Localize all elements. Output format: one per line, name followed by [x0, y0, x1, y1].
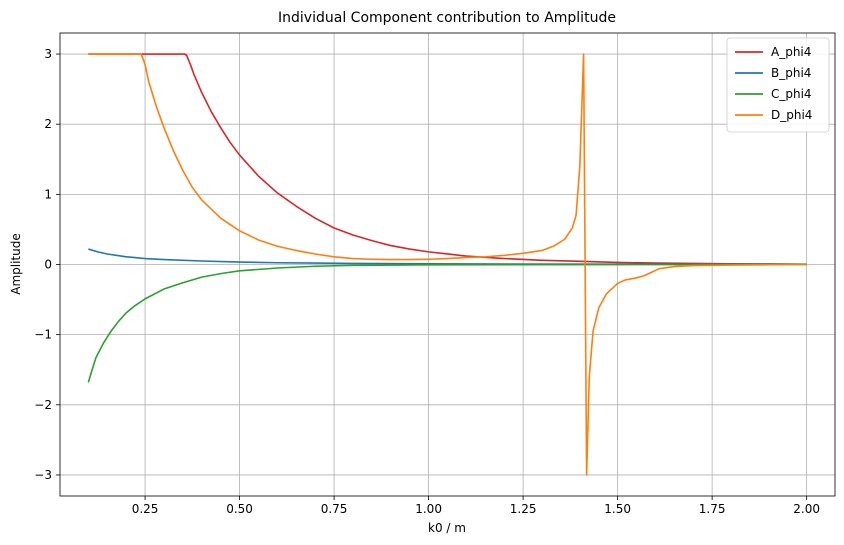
legend-label-D_phi4: D_phi4	[771, 108, 812, 122]
y-axis-label: Amplitude	[9, 233, 23, 295]
series-line-C_phi4	[87, 263, 807, 383]
x-tick-label-6: 1.75	[699, 502, 726, 516]
legend-label-A_phi4: A_phi4	[771, 45, 811, 59]
x-axis-label: k0 / m	[428, 521, 466, 535]
x-axis: 0.25 0.50 0.75 1.00 1.25 1.50 1.75 2.00	[132, 496, 820, 516]
y-tick-label-2: −1	[34, 328, 52, 342]
x-tick-label-7: 2.00	[793, 502, 820, 516]
x-tick-label-2: 0.75	[321, 502, 348, 516]
y-tick-label-6: 3	[44, 47, 52, 61]
y-tick-label-5: 2	[44, 117, 52, 131]
series-line-A_phi4	[88, 53, 807, 265]
y-tick-label-3: 0	[44, 258, 52, 272]
series-line-D_phi4	[88, 53, 807, 476]
legend-box	[726, 37, 830, 133]
x-tick-label-1: 0.50	[226, 502, 253, 516]
y-tick-label-4: 1	[44, 187, 52, 201]
x-tick-label-0: 0.25	[132, 502, 159, 516]
legend: A_phi4 B_phi4 C_phi4 D_phi4	[726, 37, 830, 133]
y-axis: −3 −2 −1 0 1 2 3	[34, 47, 60, 482]
x-tick-label-4: 1.25	[510, 502, 537, 516]
y-tick-label-0: −3	[34, 468, 52, 482]
legend-label-B_phi4: B_phi4	[771, 66, 811, 80]
x-tick-label-5: 1.50	[604, 502, 631, 516]
chart-title: Individual Component contribution to Amp…	[278, 10, 616, 26]
legend-label-C_phi4: C_phi4	[771, 87, 812, 101]
x-tick-label-3: 1.00	[415, 502, 442, 516]
series-lines	[87, 53, 807, 476]
y-tick-label-1: −2	[34, 398, 52, 412]
